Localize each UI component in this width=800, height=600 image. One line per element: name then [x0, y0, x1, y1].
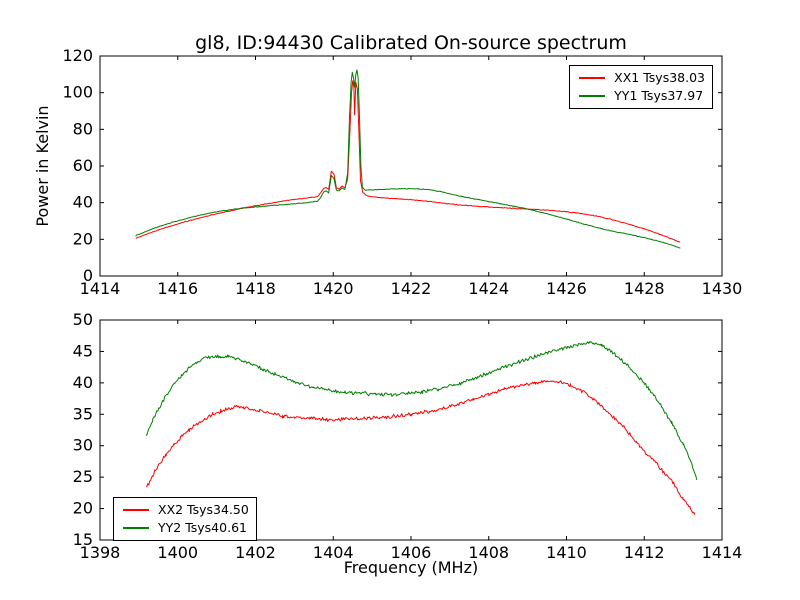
x-tick-label: 1416 [157, 279, 198, 298]
y-tick-label: 30 [73, 436, 93, 455]
legend-bottom-subplot: XX2 Tsys34.50 YY2 Tsys40.61 [113, 497, 257, 541]
y-tick-label: 45 [73, 341, 93, 360]
x-tick-label: 1412 [624, 543, 665, 562]
y-axis-label: Power in Kelvin [33, 105, 52, 227]
legend-entry-yy2: YY2 Tsys40.61 [121, 519, 249, 537]
series-YY2 [146, 341, 698, 480]
series-YY1 [135, 69, 681, 249]
x-tick-label: 1426 [546, 279, 587, 298]
y-tick-label: 100 [62, 83, 93, 102]
axes-frame [99, 319, 723, 541]
x-tick-label: 1422 [391, 279, 432, 298]
y-tick-label: 50 [73, 310, 93, 329]
y-tick-label: 35 [73, 404, 93, 423]
x-tick-label: 1418 [235, 279, 276, 298]
legend-entry-xx2: XX2 Tsys34.50 [121, 501, 249, 519]
x-tick-label: 1420 [313, 279, 354, 298]
x-tick-label: 1428 [624, 279, 665, 298]
y-tick-label: 60 [73, 156, 93, 175]
y-tick-label: 20 [73, 499, 93, 518]
x-tick-label: 1414 [80, 279, 121, 298]
plot-title: gl8, ID:94430 Calibrated On-source spect… [195, 32, 627, 54]
legend-label-yy1: YY1 Tsys37.97 [614, 88, 704, 103]
legend-entry-xx1: XX1 Tsys38.03 [577, 69, 705, 87]
y-tick-label: 25 [73, 467, 93, 486]
legend-label-yy2: YY2 Tsys40.61 [158, 520, 247, 535]
x-tick-label: 1430 [702, 279, 743, 298]
yy2-line-sample-icon [123, 527, 149, 529]
x-tick-label: 1424 [468, 279, 509, 298]
x-tick-label: 1404 [313, 543, 354, 562]
legend-entry-yy1: YY1 Tsys37.97 [577, 87, 705, 105]
x-tick-label: 1410 [546, 543, 587, 562]
x-tick-label: 1414 [702, 543, 743, 562]
x-tick-label: 1398 [80, 543, 121, 562]
y-tick-label: 40 [73, 193, 93, 212]
subplot-2: 1398 1400 1402 1404 1406 1408 1410 1412 1414 15 20… [73, 310, 743, 562]
x-tick-label: 1402 [235, 543, 276, 562]
y-tick-label: 80 [73, 119, 93, 138]
y-tick-label: 40 [73, 373, 93, 392]
yy1-line-sample-icon [579, 95, 606, 97]
series-XX1 [135, 80, 681, 243]
x-tick-label: 1408 [468, 543, 509, 562]
y-tick-label: 15 [73, 530, 93, 549]
subplot-1: 1414 1416 1418 1420 1422 1424 1426 1428 1430 0 20 4… [62, 46, 742, 298]
axes-frame [99, 55, 723, 277]
series-XX2 [146, 380, 696, 515]
legend-label-xx1: XX1 Tsys38.03 [614, 70, 705, 85]
y-tick-label: 20 [73, 229, 93, 248]
xx1-line-sample-icon [579, 77, 606, 79]
legend-label-xx2: XX2 Tsys34.50 [158, 502, 249, 517]
xx2-line-sample-icon [123, 509, 149, 511]
legend-top-subplot: XX1 Tsys38.03 YY1 Tsys37.97 [569, 65, 713, 109]
x-tick-label: 1406 [391, 543, 432, 562]
x-tick-label: 1400 [157, 543, 198, 562]
x-axis-label: Frequency (MHz) [343, 558, 479, 577]
y-tick-label: 0 [83, 266, 93, 285]
y-tick-label: 120 [62, 46, 93, 65]
